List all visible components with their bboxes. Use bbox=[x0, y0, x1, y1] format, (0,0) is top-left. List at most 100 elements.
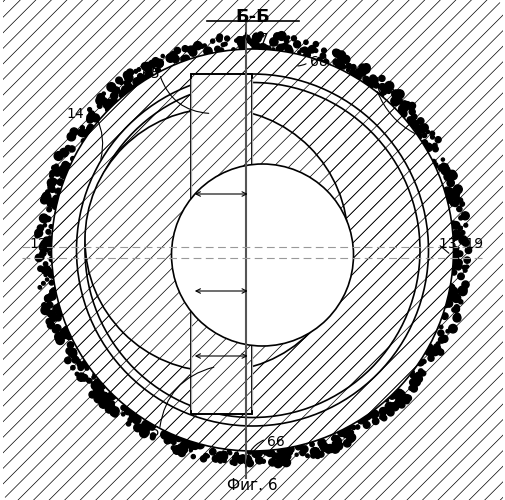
Circle shape bbox=[225, 36, 230, 41]
Circle shape bbox=[137, 68, 140, 71]
Circle shape bbox=[97, 94, 105, 101]
Circle shape bbox=[301, 446, 308, 452]
Circle shape bbox=[386, 84, 391, 88]
Circle shape bbox=[461, 230, 465, 234]
Circle shape bbox=[411, 374, 416, 378]
Circle shape bbox=[391, 102, 395, 105]
Circle shape bbox=[452, 260, 459, 266]
Circle shape bbox=[449, 324, 457, 333]
Circle shape bbox=[295, 41, 300, 46]
Circle shape bbox=[295, 42, 299, 46]
Circle shape bbox=[82, 360, 89, 368]
Circle shape bbox=[189, 448, 192, 452]
Circle shape bbox=[396, 390, 403, 396]
Circle shape bbox=[326, 444, 334, 452]
Circle shape bbox=[120, 80, 123, 84]
Circle shape bbox=[62, 162, 68, 168]
Circle shape bbox=[52, 49, 453, 451]
Circle shape bbox=[42, 304, 49, 312]
Circle shape bbox=[398, 104, 407, 114]
Circle shape bbox=[462, 239, 469, 246]
Circle shape bbox=[92, 376, 95, 379]
Circle shape bbox=[259, 44, 267, 52]
Circle shape bbox=[431, 347, 436, 352]
Circle shape bbox=[72, 356, 79, 363]
Circle shape bbox=[285, 454, 291, 459]
Circle shape bbox=[263, 46, 267, 50]
Circle shape bbox=[403, 394, 411, 402]
Circle shape bbox=[293, 41, 300, 48]
Circle shape bbox=[178, 444, 183, 448]
Circle shape bbox=[145, 68, 152, 74]
Circle shape bbox=[299, 445, 304, 450]
Circle shape bbox=[462, 281, 469, 288]
Circle shape bbox=[373, 418, 379, 424]
Circle shape bbox=[381, 90, 387, 94]
Circle shape bbox=[134, 70, 138, 73]
Circle shape bbox=[120, 82, 123, 84]
Circle shape bbox=[270, 38, 278, 46]
Circle shape bbox=[77, 360, 80, 364]
Circle shape bbox=[265, 46, 268, 49]
Circle shape bbox=[70, 351, 76, 356]
Circle shape bbox=[380, 84, 386, 90]
Circle shape bbox=[110, 99, 119, 108]
Circle shape bbox=[331, 444, 340, 453]
Circle shape bbox=[426, 130, 429, 134]
Circle shape bbox=[103, 396, 111, 405]
Circle shape bbox=[435, 163, 438, 166]
Circle shape bbox=[53, 327, 59, 333]
Circle shape bbox=[397, 390, 405, 398]
Circle shape bbox=[342, 58, 346, 62]
Circle shape bbox=[47, 199, 55, 207]
Circle shape bbox=[49, 290, 55, 294]
Circle shape bbox=[263, 448, 270, 455]
Circle shape bbox=[53, 195, 62, 204]
Circle shape bbox=[86, 126, 92, 132]
Circle shape bbox=[459, 216, 463, 220]
Circle shape bbox=[243, 456, 251, 464]
Circle shape bbox=[45, 216, 51, 222]
Circle shape bbox=[141, 62, 148, 70]
Circle shape bbox=[48, 251, 53, 256]
Circle shape bbox=[106, 100, 113, 107]
Circle shape bbox=[66, 348, 73, 354]
Circle shape bbox=[436, 342, 440, 345]
Circle shape bbox=[465, 247, 472, 254]
Circle shape bbox=[444, 304, 448, 308]
Circle shape bbox=[157, 62, 163, 68]
Circle shape bbox=[446, 198, 452, 203]
Circle shape bbox=[61, 330, 70, 338]
Circle shape bbox=[42, 267, 45, 270]
Circle shape bbox=[187, 46, 194, 53]
Circle shape bbox=[167, 432, 176, 441]
Circle shape bbox=[311, 453, 316, 458]
Circle shape bbox=[417, 125, 425, 133]
Circle shape bbox=[67, 342, 74, 348]
Circle shape bbox=[181, 446, 187, 454]
Circle shape bbox=[439, 326, 443, 328]
Text: 65: 65 bbox=[142, 426, 160, 440]
Circle shape bbox=[232, 48, 235, 51]
Circle shape bbox=[396, 90, 401, 96]
Circle shape bbox=[125, 85, 129, 90]
Circle shape bbox=[287, 445, 293, 451]
Circle shape bbox=[98, 383, 103, 388]
Circle shape bbox=[182, 46, 188, 52]
Circle shape bbox=[447, 180, 454, 186]
Circle shape bbox=[101, 394, 107, 400]
Circle shape bbox=[410, 379, 416, 386]
Circle shape bbox=[272, 453, 278, 459]
Circle shape bbox=[464, 224, 468, 227]
Circle shape bbox=[332, 441, 337, 446]
Circle shape bbox=[346, 64, 351, 69]
Circle shape bbox=[385, 399, 388, 402]
Circle shape bbox=[59, 166, 68, 174]
Circle shape bbox=[453, 185, 462, 194]
Circle shape bbox=[447, 296, 452, 302]
Circle shape bbox=[350, 68, 355, 73]
Circle shape bbox=[111, 410, 116, 416]
Circle shape bbox=[143, 62, 152, 72]
Circle shape bbox=[433, 160, 436, 163]
Circle shape bbox=[93, 373, 96, 376]
